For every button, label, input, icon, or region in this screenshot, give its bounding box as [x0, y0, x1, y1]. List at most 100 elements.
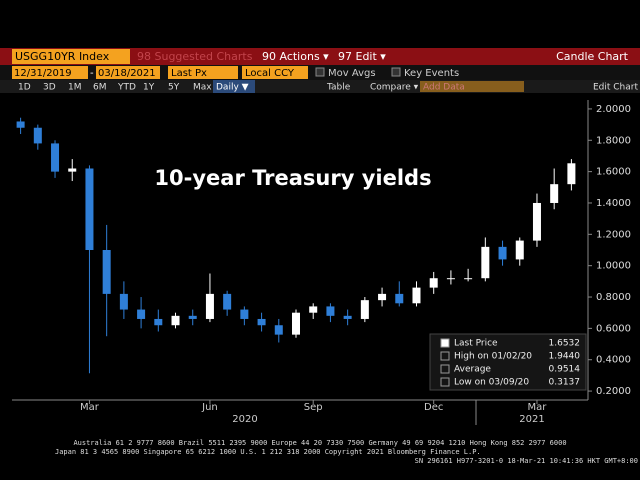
candle-body: [223, 293, 232, 310]
ticker[interactable]: USGG10YR Index: [15, 50, 110, 63]
stat-label: Low on 03/09/20: [454, 378, 529, 388]
y-tick-label: 0.2000: [596, 386, 631, 397]
period-button[interactable]: 1D: [18, 83, 31, 93]
header-bar: [0, 48, 640, 65]
period-button[interactable]: YTD: [117, 83, 136, 93]
compare-button[interactable]: Compare ▾: [370, 83, 419, 93]
table-button[interactable]: Table: [326, 83, 351, 93]
candle-body: [85, 168, 94, 250]
x-tick-label: Dec: [424, 402, 443, 413]
candle-body: [412, 287, 421, 304]
candle-body: [429, 278, 438, 288]
stat-value: 1.6532: [549, 339, 581, 349]
candle-body: [343, 315, 352, 319]
footer-line: SN 296161 H977-3201-0 18-Mar-21 10:41:36…: [415, 457, 638, 465]
stat-icon: [440, 364, 450, 374]
chart-kind: Candle Chart: [556, 50, 629, 63]
footer-line: Japan 81 3 4565 8900 Singapore 65 6212 1…: [55, 448, 481, 456]
checkbox[interactable]: [391, 67, 401, 77]
stat-label: High on 01/02/20: [454, 352, 532, 362]
end-date[interactable]: 03/18/2021: [98, 68, 156, 79]
candle-body: [16, 121, 25, 128]
y-tick-label: 2.0000: [596, 104, 631, 115]
period-button[interactable]: Max: [193, 83, 212, 93]
candle-body: [33, 127, 42, 144]
stat-icon: [440, 351, 450, 361]
period-button[interactable]: 6M: [93, 83, 107, 93]
candle-body: [378, 293, 387, 301]
period-buttons: 1D 3D 1M 6M YTD 1Y 5Y Max: [18, 83, 212, 93]
stats-box: [429, 333, 587, 391]
add-data[interactable]: Add Data: [423, 83, 465, 93]
y-tick-label: 1.0000: [596, 261, 631, 272]
stat-icon: [440, 377, 450, 387]
candle-body: [274, 325, 283, 335]
plot: 0.2000 0.4000 0.6000 0.8000 1.0000 1.2000 1.40…: [16, 104, 631, 413]
year-label: 2020: [232, 414, 257, 425]
candle-body: [137, 309, 146, 319]
stat-value: 1.9440: [549, 352, 581, 362]
stat-value: 0.3137: [549, 378, 581, 388]
candle-body: [446, 278, 455, 280]
period-button[interactable]: 1Y: [143, 83, 155, 93]
start-box[interactable]: [12, 66, 88, 79]
candle-body: [532, 202, 541, 241]
candle-body: [395, 293, 404, 304]
stats: Last Price 1.6532 High on 01/02/20 1.9440 Av…: [440, 338, 581, 388]
frequency[interactable]: Daily ▼: [216, 83, 249, 93]
x-tick-label: Mar: [80, 402, 100, 413]
annotation: 10-year Treasury yields: [154, 166, 431, 190]
period-button[interactable]: 1M: [68, 83, 82, 93]
candle-body: [154, 318, 163, 326]
mov-avgs[interactable]: Mov Avgs: [328, 68, 376, 79]
frequency-box[interactable]: [213, 80, 255, 93]
actions-menu[interactable]: 90 Actions ▾: [262, 50, 329, 63]
x-tick-label: Sep: [304, 402, 323, 413]
add-data-box[interactable]: [420, 81, 524, 92]
currency[interactable]: Local CCY: [245, 68, 295, 79]
field-box[interactable]: [168, 66, 238, 79]
period-button[interactable]: 5Y: [168, 83, 180, 93]
candle-body: [567, 163, 576, 185]
end-box[interactable]: [96, 66, 160, 79]
suggested-charts[interactable]: 98 Suggested Charts: [137, 50, 253, 63]
footer-line: Australia 61 2 9777 8600 Brazil 5511 239…: [73, 439, 566, 447]
y-tick-label: 1.8000: [596, 135, 631, 146]
candle-body: [360, 300, 369, 319]
candle-body: [240, 309, 249, 319]
candle-body: [119, 293, 128, 310]
candle-body: [326, 306, 335, 316]
dash: -: [90, 68, 94, 79]
candle-body: [188, 315, 197, 319]
candle-body: [257, 318, 266, 326]
period-button[interactable]: 3D: [43, 83, 56, 93]
x-tick-label: Jun: [201, 402, 218, 413]
candle-body: [464, 278, 473, 280]
ticker-box[interactable]: [12, 49, 130, 64]
candle-body: [515, 240, 524, 260]
edit-menu[interactable]: 97 Edit ▾: [338, 50, 386, 63]
field[interactable]: Last Px: [171, 68, 207, 79]
candle-body: [171, 315, 180, 326]
candle-body: [51, 143, 60, 172]
edit-chart[interactable]: Edit Chart: [593, 83, 638, 93]
x-tick-label: Mar: [528, 402, 548, 413]
ccy-box[interactable]: [242, 66, 308, 79]
stat-label: Average: [454, 365, 491, 375]
y-tick-label: 1.6000: [596, 167, 631, 178]
candle-body: [481, 246, 490, 279]
start-date[interactable]: 12/31/2019: [14, 68, 72, 79]
checkbox[interactable]: [315, 67, 325, 77]
candle-body: [550, 184, 559, 203]
candle-body: [309, 306, 318, 313]
year-label: 2021: [519, 414, 544, 425]
stat-icon: [440, 338, 450, 348]
candle-body: [68, 168, 77, 172]
candle-body: [205, 293, 214, 319]
key-events[interactable]: Key Events: [404, 68, 459, 79]
stat-label: Last Price: [454, 339, 498, 349]
y-tick-label: 1.4000: [596, 198, 631, 209]
y-tick-label: 0.6000: [596, 323, 631, 334]
